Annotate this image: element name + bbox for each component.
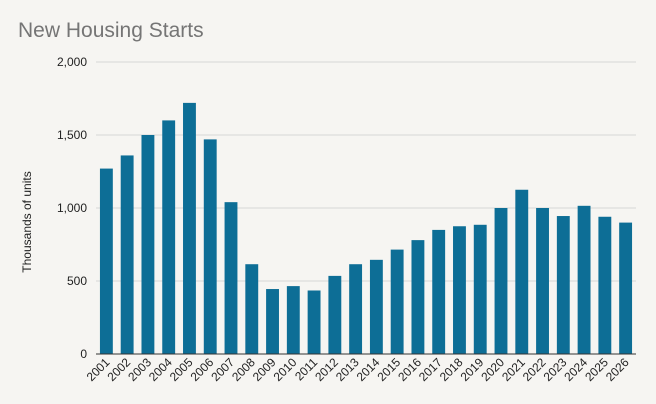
bar-2018	[453, 226, 466, 354]
bar-2019	[473, 224, 487, 354]
y-tick-label: 1,500	[57, 128, 87, 142]
chart-title: New Housing Starts	[18, 19, 204, 42]
bar-2026	[619, 222, 633, 354]
y-axis-ticks: 0 500 1,000 1,500 2,000	[57, 55, 87, 361]
bar-2007	[224, 202, 238, 354]
bar-2004	[162, 120, 176, 355]
grid-lines	[96, 61, 636, 282]
bar-2009	[266, 289, 279, 354]
bar-2006	[203, 139, 217, 354]
bar-2015	[390, 249, 404, 354]
y-tick-label: 0	[80, 347, 87, 361]
bar-2005	[183, 102, 196, 354]
bar-2020	[494, 208, 508, 354]
bar-2025	[598, 216, 612, 354]
bar-2024	[577, 205, 591, 354]
x-axis-ticks: 2001200220032004200520062007200820092010…	[84, 355, 632, 384]
y-tick-label: 2,000	[57, 55, 87, 69]
bar-2023	[556, 216, 570, 354]
bar-2022	[536, 208, 549, 354]
bar-2011	[307, 290, 321, 354]
y-tick-label: 500	[67, 274, 87, 288]
bar-2010	[286, 286, 300, 354]
bar-2013	[349, 264, 363, 354]
bar-2014	[369, 259, 383, 354]
bar-2021	[515, 189, 529, 354]
y-tick-label: 1,000	[57, 201, 87, 215]
y-axis-label: Thousands of units	[20, 171, 34, 272]
bar-2003	[141, 135, 155, 354]
bar-2012	[328, 275, 342, 354]
bars	[99, 102, 633, 355]
bar-2017	[432, 229, 446, 354]
bar-2001	[99, 168, 113, 354]
x-tick-label: 2026	[603, 355, 632, 384]
bar-2016	[411, 240, 425, 354]
bar-2002	[120, 155, 134, 354]
bar-2008	[245, 264, 259, 354]
